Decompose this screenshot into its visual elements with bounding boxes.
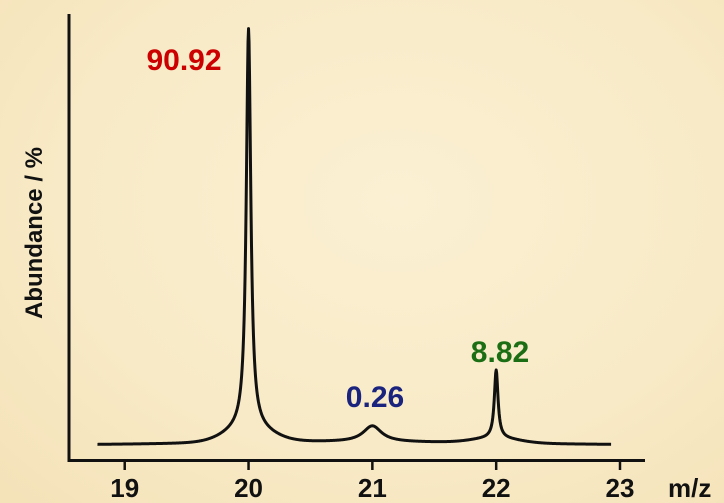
y-axis-label: Abundance / %	[21, 147, 48, 319]
peak-label: 0.26	[346, 381, 404, 414]
peak-label: 90.92	[146, 44, 221, 77]
x-tick-label: 22	[482, 473, 511, 503]
peak-label: 8.82	[471, 336, 529, 369]
x-tick-label: 21	[358, 473, 387, 503]
x-axis-ticks	[123, 460, 622, 470]
spectrum-line	[96, 27, 613, 446]
x-tick-label: 20	[234, 473, 263, 503]
x-axis-tick-labels: 19 20 21 22 23	[110, 473, 634, 503]
peak-labels: 90.92 0.26 8.82	[146, 44, 529, 414]
x-tick-label: 19	[110, 473, 139, 503]
x-tick-label: 23	[606, 473, 635, 503]
x-axis-label: m/z	[668, 473, 711, 503]
